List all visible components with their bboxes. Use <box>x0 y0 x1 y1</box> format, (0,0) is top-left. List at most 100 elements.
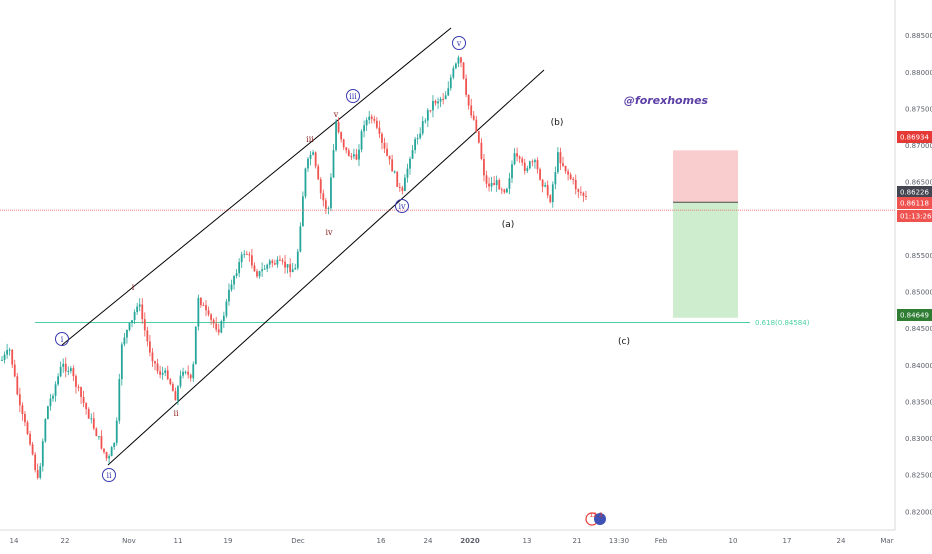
candle-body <box>166 370 169 380</box>
candle-body <box>169 379 172 385</box>
price-tick-label: 0.84500 <box>905 325 932 333</box>
wave-label-circled: i <box>61 335 64 344</box>
candle-body <box>432 100 434 111</box>
time-tick-label: 24 <box>424 537 433 545</box>
candle-body <box>421 121 424 134</box>
candle-body <box>256 271 258 277</box>
candle-body <box>69 368 72 372</box>
price-badge <box>897 131 932 143</box>
candle-body <box>253 265 256 272</box>
candle-body <box>215 323 218 330</box>
wave-circle-marker <box>55 332 69 346</box>
candle-body <box>299 226 302 252</box>
candle-body <box>534 160 536 163</box>
stop-loss-zone[interactable] <box>673 150 738 203</box>
price-tick-label: 0.88000 <box>905 69 932 77</box>
take-profit-zone[interactable] <box>673 202 738 318</box>
candle-body <box>80 387 82 397</box>
candle-body <box>57 376 59 385</box>
candle-body <box>184 371 187 373</box>
candle-body <box>531 161 534 163</box>
candle-body <box>187 371 190 375</box>
candle-body <box>388 155 391 160</box>
candle-body <box>302 196 304 227</box>
candle-body <box>314 152 317 167</box>
candle-body <box>406 168 409 178</box>
candle-body <box>470 105 473 116</box>
candle-body <box>62 363 65 367</box>
price-badge <box>897 186 932 198</box>
wave-label-plain: ii <box>173 409 179 418</box>
fib-0618-label: 0.618(0.84584) <box>755 319 810 327</box>
candle-body <box>136 306 139 312</box>
time-tick-label: 13:30 <box>609 537 629 545</box>
candle-body <box>317 166 320 180</box>
candle-body <box>373 118 376 121</box>
short-position-tool[interactable] <box>673 150 738 318</box>
candle-body <box>557 152 559 173</box>
candle-body <box>289 264 292 273</box>
candle-body <box>77 386 80 388</box>
candle-body <box>419 133 422 139</box>
candle-body <box>197 297 200 327</box>
time-tick-label: 2020 <box>460 537 480 545</box>
candle-body <box>279 259 281 261</box>
candle-body <box>118 379 121 421</box>
candle-body <box>72 368 75 377</box>
price-tick-label: 0.88500 <box>905 32 932 40</box>
candle-body <box>383 142 386 149</box>
candle-body <box>29 433 31 445</box>
candle-body <box>225 301 228 316</box>
candle-body <box>452 68 455 78</box>
time-tick-label: Mar <box>880 537 893 545</box>
candle-body <box>266 264 269 269</box>
candle-body <box>110 447 113 457</box>
candle-body <box>258 271 261 277</box>
candle-body <box>159 371 161 375</box>
candle-body <box>146 330 149 342</box>
price-tick-label: 0.84000 <box>905 362 932 370</box>
candle-body <box>39 466 42 478</box>
candle-body <box>350 156 353 158</box>
candle-body <box>13 364 16 377</box>
candle-body <box>485 175 488 184</box>
event-flag-icon[interactable] <box>594 513 606 525</box>
candle-body <box>291 269 294 273</box>
candle-body <box>332 150 335 178</box>
event-badge[interactable]: 12 3 <box>585 512 606 526</box>
candle-body <box>546 185 549 196</box>
price-badge <box>897 197 932 209</box>
candle-body <box>483 159 485 176</box>
channel-lower-line[interactable] <box>107 69 545 466</box>
channel-upper-line[interactable] <box>61 27 452 346</box>
candle-body <box>230 284 233 290</box>
fib-level[interactable]: 0.618(0.84584) <box>35 319 810 327</box>
trend-channel[interactable] <box>61 27 545 466</box>
candle-body <box>182 371 184 376</box>
candle-body <box>404 177 406 192</box>
time-tick-label: 14 <box>10 537 19 545</box>
price-tick-label: 0.87500 <box>905 105 932 113</box>
price-axis[interactable]: 0.885000.880000.875000.870000.865000.860… <box>905 32 932 516</box>
candle-body <box>564 165 567 172</box>
candle-body <box>276 259 279 265</box>
candle-body <box>360 131 363 150</box>
candle-body <box>251 255 253 266</box>
candle-body <box>340 132 343 140</box>
candle-body <box>143 319 146 331</box>
candle-body <box>559 152 562 164</box>
candle-body <box>11 349 14 365</box>
candle-body <box>498 180 501 190</box>
candle-body <box>210 314 212 320</box>
price-badges: 0.86934 0.86226 0.86118 01:13:26 0.84649 <box>897 131 932 321</box>
candle-body <box>523 162 526 171</box>
candle-body <box>161 372 164 375</box>
price-tick-label: 0.85000 <box>905 289 932 297</box>
time-axis[interactable]: 14 22 Nov 11 19 Dec 16 24 2020 13 21 13:30 Feb 10 17 24… <box>10 537 894 545</box>
candle-body <box>506 188 508 193</box>
candle-body <box>64 363 67 372</box>
time-tick-label: 11 <box>174 537 183 545</box>
wave-label-abc: (b) <box>551 118 564 128</box>
wave-circle-marker <box>395 199 409 213</box>
